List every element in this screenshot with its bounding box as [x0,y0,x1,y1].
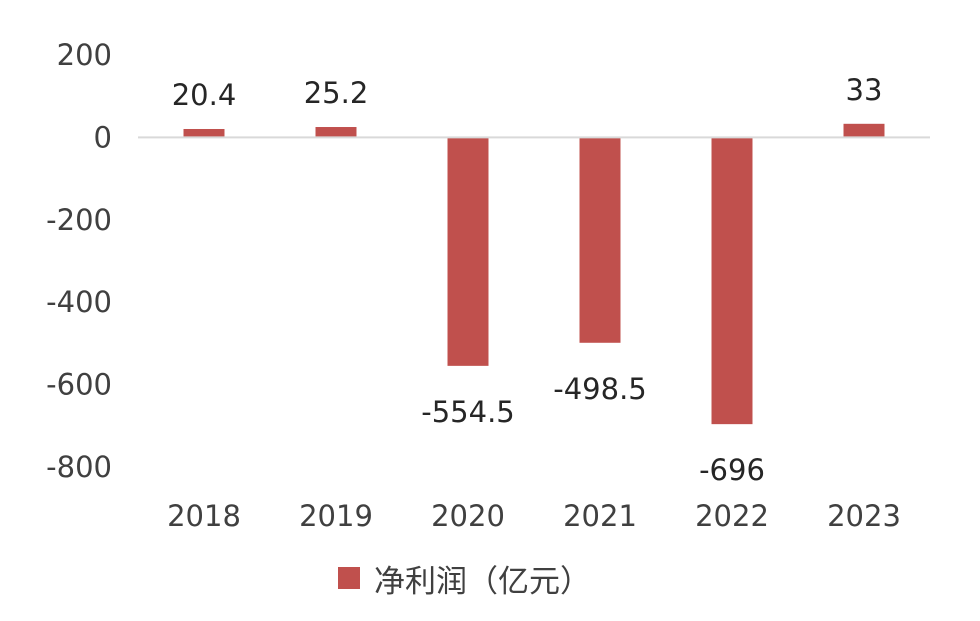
legend: 净利润（亿元） [338,564,591,600]
x-tick-label: 2019 [299,499,373,533]
data-label: 25.2 [304,76,369,110]
y-tick-label: -400 [46,285,112,319]
y-tick-label: 200 [57,38,112,72]
x-tick-label: 2022 [695,499,769,533]
bar [579,137,621,343]
x-axis-ticks: 2018 2019 2020 2021 2022 2023 [167,499,901,533]
y-axis-ticks: 200 0 -200 -400 -600 -800 [46,38,112,484]
bar [447,137,489,366]
bar [711,137,753,425]
x-tick-label: 2018 [167,499,241,533]
y-tick-label: 0 [94,120,112,154]
y-tick-label: -800 [46,450,112,484]
bar [843,123,885,138]
bars [183,123,885,425]
x-tick-label: 2023 [827,499,901,533]
data-label: 20.4 [172,78,237,112]
data-label: 33 [846,73,883,107]
data-label: -498.5 [553,372,647,406]
data-label: -696 [699,453,765,487]
x-tick-label: 2021 [563,499,637,533]
legend-swatch [338,567,360,589]
data-label: -554.5 [421,395,515,429]
y-tick-label: -200 [46,203,112,237]
bar [183,128,225,138]
x-tick-label: 2020 [431,499,505,533]
data-labels: 20.4 25.2 -554.5 -498.5 -696 33 [172,73,883,487]
y-tick-label: -600 [46,368,112,402]
legend-label: 净利润（亿元） [374,564,591,600]
bar [315,127,357,138]
